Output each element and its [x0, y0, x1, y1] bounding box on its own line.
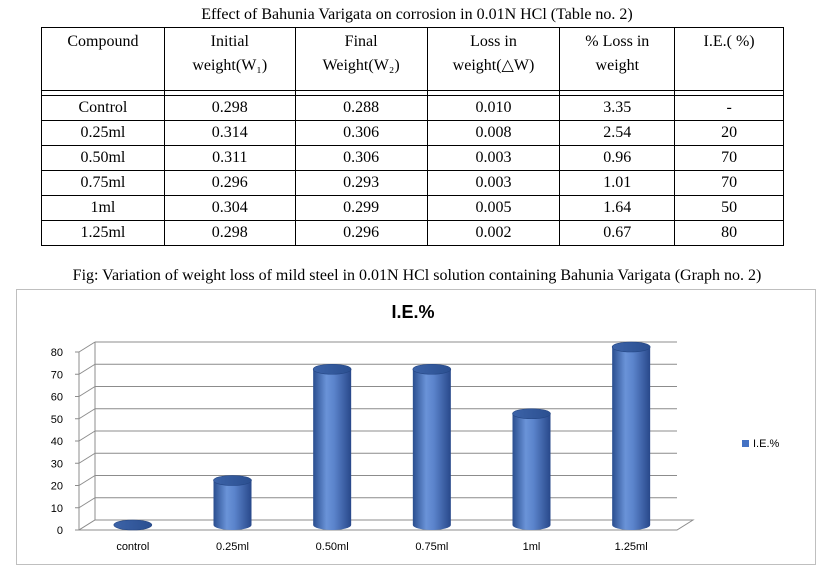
- table-cell: 0.296: [294, 220, 428, 246]
- table-cell: 2.54: [559, 120, 676, 146]
- chart-title: I.E.%: [391, 302, 434, 322]
- table-cell: 0.67: [559, 220, 676, 246]
- table-cell: Control: [41, 95, 165, 121]
- bar-body: [213, 480, 252, 530]
- bar-cap: [113, 519, 153, 531]
- table-cell: 3.35: [559, 95, 676, 121]
- x-tick-label: 1.25ml: [615, 541, 648, 553]
- table-row: 1ml 0.304 0.299 0.005 1.64 50: [41, 195, 784, 221]
- table-cell: 1.25ml: [41, 220, 165, 246]
- bar-cap: [312, 363, 352, 375]
- y-tick-label: 50: [51, 414, 63, 426]
- table-cell: 0.299: [294, 195, 428, 221]
- x-tick-label: 0.75ml: [415, 541, 448, 553]
- table-row: 0.75ml 0.296 0.293 0.003 1.01 70: [41, 170, 784, 196]
- table-cell: 0.003: [426, 170, 561, 196]
- y-tick-label: 0: [57, 525, 63, 537]
- table-cell: 0.296: [163, 170, 296, 196]
- figure-caption: Fig: Variation of weight loss of mild st…: [72, 267, 762, 284]
- y-tick-label: 30: [51, 458, 63, 470]
- gridline-depth: [78, 452, 96, 464]
- table-cell: 0.288: [294, 95, 428, 121]
- table-cell: 0.298: [163, 220, 296, 246]
- table-cell: 50: [674, 195, 784, 221]
- header-compound: Compound: [41, 27, 165, 91]
- table-cell: 0.25ml: [41, 120, 165, 146]
- header-loss-in-weight: Loss in weight(△W): [426, 27, 561, 91]
- x-tick-label: 0.25ml: [216, 541, 249, 553]
- y-tick-label: 10: [51, 503, 63, 515]
- table-cell: 0.003: [426, 145, 561, 171]
- table-cell: 70: [674, 170, 784, 196]
- legend-label: I.E.%: [753, 438, 780, 450]
- gridline-depth: [78, 408, 96, 420]
- bar-cap: [512, 408, 551, 420]
- table-cell: 0.010: [426, 95, 561, 121]
- table-cell: 1.64: [559, 195, 676, 221]
- table-cell: 0.005: [426, 195, 561, 221]
- table-cell: 0.304: [163, 195, 296, 221]
- bar-body: [313, 369, 352, 530]
- table-cell: 80: [674, 220, 784, 246]
- bar-body: [512, 413, 551, 530]
- legend-swatch: [742, 440, 749, 447]
- chart-legend: I.E.%: [742, 438, 780, 450]
- header-ie-percent: I.E.( %): [674, 27, 784, 91]
- table-row: 0.50ml 0.311 0.306 0.003 0.96 70: [41, 145, 784, 171]
- table-cell: 0.96: [559, 145, 676, 171]
- table-cell: 1ml: [41, 195, 165, 221]
- table-cell: -: [674, 95, 784, 121]
- gridline-depth: [78, 341, 96, 353]
- bar-cap: [412, 363, 452, 375]
- bar-0.50ml: [312, 363, 352, 530]
- bar-cap: [611, 341, 651, 353]
- y-tick-label: 70: [51, 369, 63, 381]
- table-cell: 70: [674, 145, 784, 171]
- table-cell: 0.311: [163, 145, 296, 171]
- table-cell: 20: [674, 120, 784, 146]
- gridline-depth: [78, 497, 96, 509]
- bar-0.25ml: [213, 475, 252, 530]
- y-tick-label: 20: [51, 481, 63, 493]
- x-tick-label: 0.50ml: [316, 541, 349, 553]
- table-cell: 0.314: [163, 120, 296, 146]
- table-row: 1.25ml 0.298 0.296 0.002 0.67 80: [41, 220, 784, 246]
- bar-body: [412, 369, 451, 530]
- y-tick-label: 40: [51, 436, 63, 448]
- table-cell: 0.298: [163, 95, 296, 121]
- gridline-depth: [78, 475, 96, 486]
- bar-body: [612, 347, 651, 530]
- gridline-depth: [78, 386, 96, 397]
- y-tick-label: 80: [51, 347, 63, 359]
- x-tick-label: 1ml: [523, 541, 541, 553]
- table-cell: 0.75ml: [41, 170, 165, 196]
- header-percent-loss: % Loss in weight: [559, 27, 676, 91]
- table-caption: Effect of Bahunia Varigata on corrosion …: [201, 6, 633, 23]
- table-cell: 0.293: [294, 170, 428, 196]
- chart-floor: [77, 519, 695, 531]
- bar-0.75ml: [412, 363, 452, 530]
- header-initial-weight: Initial weight(W₁): [163, 27, 296, 91]
- bar-cap: [213, 475, 252, 486]
- x-tick-label: control: [116, 541, 149, 553]
- table-row: 0.25ml 0.314 0.306 0.008 2.54 20: [41, 120, 784, 146]
- table-cell: 0.008: [426, 120, 561, 146]
- ie-bar-chart: I.E.% control 0.25ml 0.50ml 0.75ml 1ml 1.25ml…: [51, 302, 780, 553]
- bar-1.25ml: [611, 341, 651, 530]
- gridline-depth: [78, 430, 96, 442]
- table-cell: 0.306: [294, 120, 428, 146]
- header-final-weight: Final Weight(W₂): [294, 27, 428, 91]
- bar-control: [113, 519, 153, 531]
- table-header-row: Compound Initial weight(W₁) Final Weight(W…: [41, 27, 784, 91]
- y-tick-label: 60: [51, 392, 63, 404]
- table-cell: 0.306: [294, 145, 428, 171]
- chart-area: I.E.% control 0.25ml 0.50ml 0.75ml 1ml 1.25ml…: [16, 289, 816, 565]
- bar-1ml: [512, 408, 551, 530]
- table-cell: 0.50ml: [41, 145, 165, 171]
- table-row: Control 0.298 0.288 0.010 3.35-: [41, 95, 784, 121]
- table-cell: 1.01: [559, 170, 676, 196]
- corrosion-data-table: Compound Initial weight(W₁) Final Weight(W…: [41, 27, 784, 246]
- gridline-depth: [78, 363, 96, 375]
- table-cell: 0.002: [426, 220, 561, 246]
